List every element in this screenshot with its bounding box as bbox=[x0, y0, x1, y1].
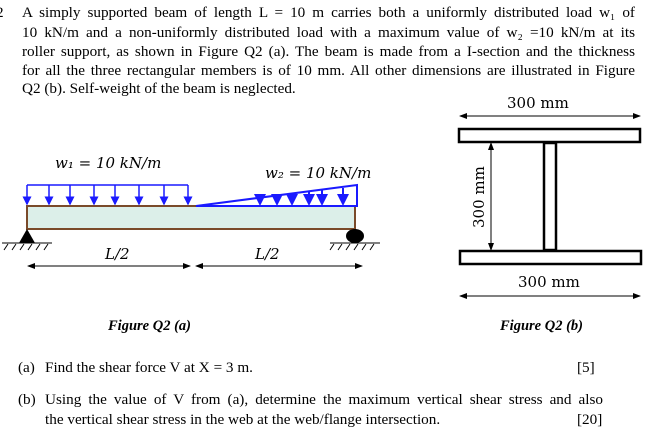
pin-support-icon bbox=[19, 229, 35, 243]
depth-label: 300 mm bbox=[470, 166, 488, 228]
beam-diagram: w₁ = 10 kN/m w₂ = 10 kN/m L/2 L/2 bbox=[2, 154, 380, 269]
span-right-label: L/2 bbox=[254, 245, 280, 263]
figure-a-caption: Figure Q2 (a) bbox=[108, 318, 191, 334]
part-b-marks: [20] bbox=[577, 411, 603, 428]
udl-w1 bbox=[22, 184, 193, 206]
figure-b-caption: Figure Q2 (b) bbox=[500, 318, 583, 334]
w2-label: w₂ = 10 kN/m bbox=[265, 164, 371, 182]
question-line-4: for all the three rectangular members is… bbox=[22, 62, 635, 79]
roller-support-icon bbox=[346, 229, 364, 243]
ground-right bbox=[329, 242, 380, 251]
part-a-text: Find the shear force V at X = 3 m. bbox=[45, 359, 253, 376]
span-left-label: L/2 bbox=[104, 245, 130, 263]
question-line-5: Q2 (b). Self-weight of the beam is negle… bbox=[22, 80, 296, 97]
question-line-1: A simply supported beam of length L = 10… bbox=[22, 4, 635, 21]
part-a-label: (a) bbox=[18, 359, 35, 376]
beam bbox=[26, 205, 356, 230]
top-flange bbox=[457, 127, 642, 144]
part-b-line-1: Using the value of V from (a), determine… bbox=[45, 391, 603, 408]
question-line-2: 10 kN/m and a non-uniformly distributed … bbox=[22, 24, 635, 41]
question-line-3: roller support, as shown in Figure Q2 (a… bbox=[22, 43, 635, 60]
i-section-diagram bbox=[457, 127, 643, 266]
bottom-width-label: 300 mm bbox=[518, 273, 580, 291]
triangular-load-w2 bbox=[195, 183, 358, 207]
part-a-marks: [5] bbox=[577, 359, 595, 376]
part-b-label: (b) bbox=[18, 391, 36, 408]
ground-left bbox=[2, 242, 52, 251]
web bbox=[542, 141, 558, 252]
top-width-label: 300 mm bbox=[507, 94, 569, 112]
w1-label: w₁ = 10 kN/m bbox=[55, 154, 161, 172]
question-number: 2 bbox=[0, 4, 4, 22]
bottom-flange bbox=[458, 249, 643, 266]
part-b-line-2: the vertical shear stress in the web at … bbox=[45, 411, 441, 428]
